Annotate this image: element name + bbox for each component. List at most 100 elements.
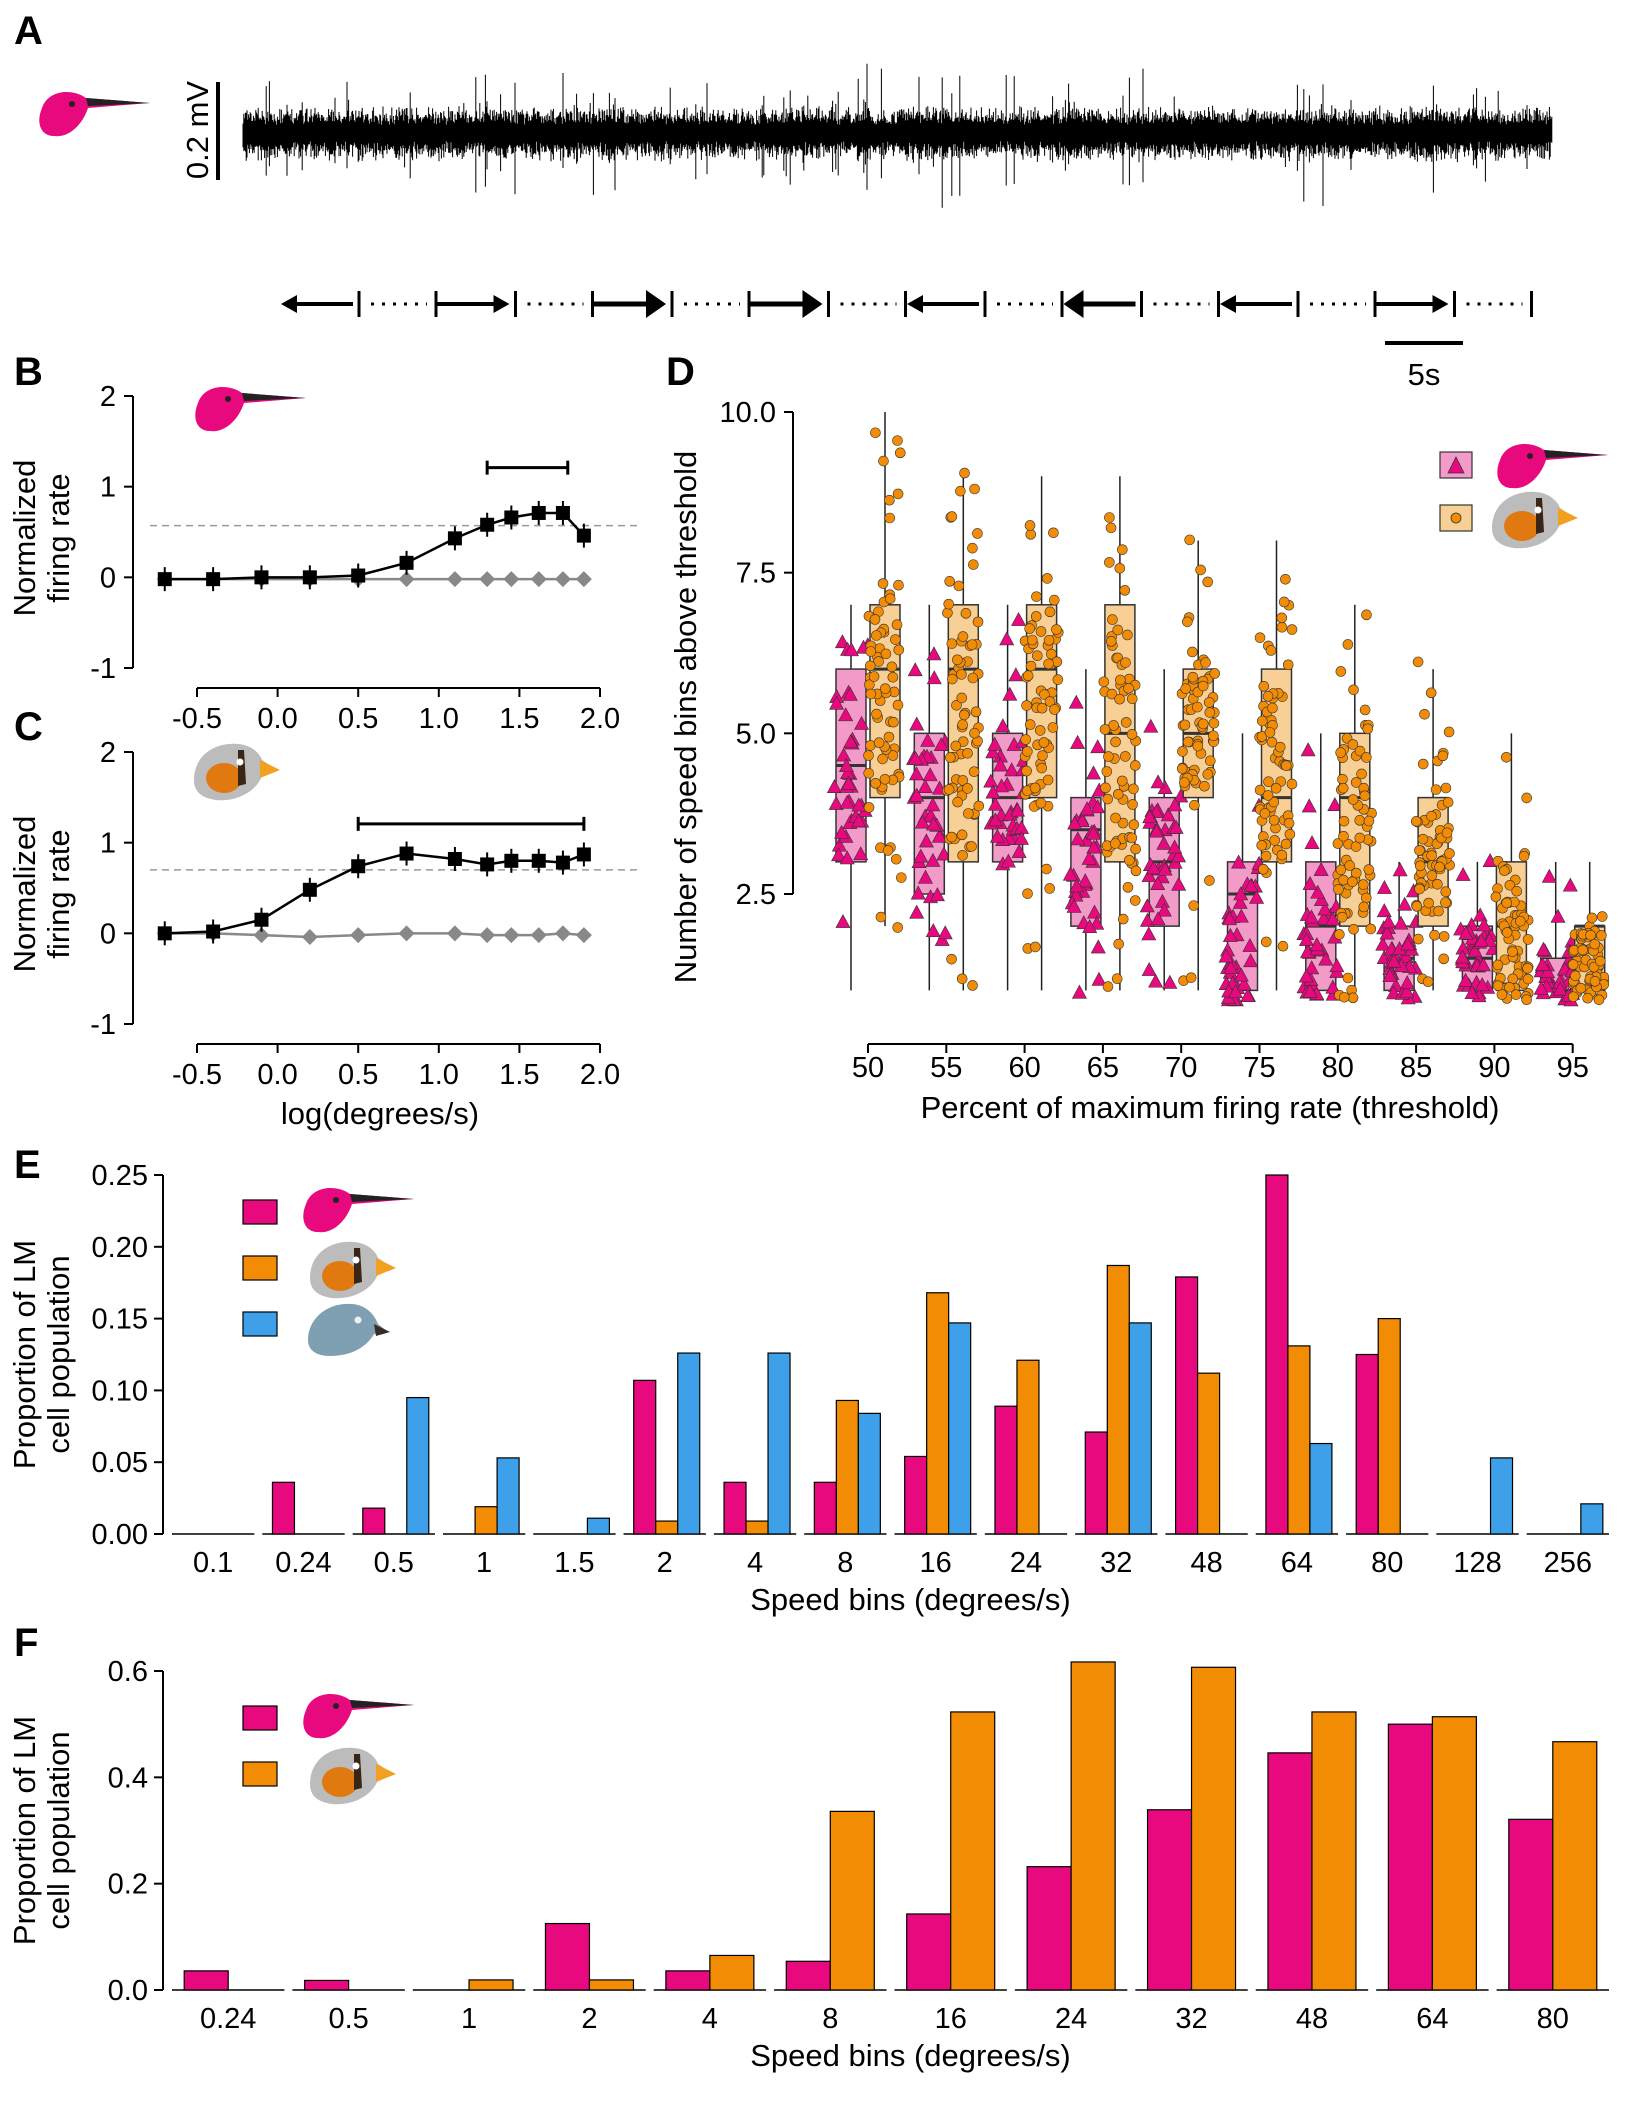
bar-finch — [468, 1979, 514, 1991]
data-point — [1280, 573, 1291, 585]
data-point — [1146, 860, 1162, 875]
data-point — [1501, 751, 1512, 763]
data-point — [1026, 634, 1038, 646]
preferred-direction-point — [576, 528, 591, 543]
data-point — [1222, 911, 1238, 926]
data-point — [1335, 747, 1346, 758]
bar-pigeon — [948, 1322, 972, 1535]
data-point — [1090, 939, 1106, 954]
data-point — [1081, 850, 1097, 865]
bar-hummingbird — [1387, 1723, 1433, 1991]
legend-swatch-finch — [242, 1255, 278, 1281]
data-point — [1021, 700, 1032, 711]
x-tick-label: 95 — [1557, 1052, 1589, 1084]
data-point — [1393, 915, 1409, 930]
data-point — [883, 731, 895, 743]
data-point — [987, 812, 1003, 827]
data-point — [1595, 955, 1606, 967]
data-point — [1392, 862, 1408, 877]
data-point — [1168, 819, 1184, 834]
bar-hummingbird — [723, 1481, 747, 1535]
data-point — [1274, 741, 1286, 753]
data-point — [1182, 616, 1193, 628]
data-point — [995, 718, 1011, 733]
data-point — [1115, 674, 1126, 686]
data-point — [843, 734, 859, 749]
preferred-direction-point — [447, 531, 462, 546]
bar-pigeon — [496, 1457, 520, 1535]
data-point — [1195, 564, 1206, 576]
data-point — [1265, 645, 1277, 656]
null-direction-point — [253, 927, 270, 944]
data-point — [1004, 762, 1020, 777]
bar-finch — [1070, 1661, 1116, 1991]
data-point — [1119, 585, 1131, 596]
data-point — [1301, 798, 1317, 813]
data-point — [1030, 611, 1042, 622]
data-point — [909, 904, 925, 919]
data-point — [1102, 981, 1114, 992]
data-point — [1310, 884, 1326, 899]
bar-finch — [926, 1292, 950, 1535]
data-point — [969, 727, 980, 739]
bar-hummingbird — [1267, 1752, 1313, 1991]
data-point — [892, 699, 904, 711]
y-tick-label: 0 — [100, 918, 116, 950]
data-point — [1437, 750, 1449, 762]
data-point — [864, 660, 876, 672]
data-point — [1300, 742, 1316, 757]
null-direction-point — [446, 571, 463, 588]
data-point — [1192, 740, 1204, 752]
data-point — [853, 846, 869, 861]
data-point — [918, 869, 934, 884]
bar-finch — [709, 1954, 755, 1991]
data-point — [1208, 717, 1220, 729]
data-point — [1511, 885, 1523, 897]
data-point — [1269, 835, 1280, 846]
x-tick-label: 1.5 — [499, 1059, 539, 1091]
stimulus-sequence — [281, 290, 1533, 318]
bar-hummingbird — [1355, 1353, 1379, 1535]
data-point — [1189, 799, 1200, 811]
data-point — [999, 631, 1015, 646]
data-point — [1585, 929, 1596, 941]
data-point — [1515, 915, 1526, 927]
panel-label-b: B — [14, 350, 43, 394]
data-point — [1109, 838, 1121, 849]
data-point — [1022, 888, 1033, 899]
data-point — [950, 740, 962, 752]
panel-d-speed-bins-boxplot: 2.5 5.0 7.5 10.0 Number of speed bins above … — [668, 397, 1610, 1125]
data-point — [1359, 704, 1371, 716]
y-tick-label: 0.2 — [108, 1869, 148, 1901]
preferred-direction-point — [399, 846, 414, 861]
data-point — [926, 816, 942, 831]
bar-finch — [1196, 1372, 1221, 1535]
data-point — [1410, 816, 1422, 827]
data-point — [1037, 750, 1048, 761]
x-tick-label: 65 — [1087, 1052, 1119, 1084]
data-point — [1313, 861, 1329, 876]
data-point — [1458, 925, 1474, 940]
data-point — [1338, 874, 1349, 886]
bar-finch — [745, 1520, 769, 1535]
data-point — [957, 631, 969, 642]
data-point — [1430, 784, 1442, 795]
data-point — [1141, 926, 1157, 941]
data-point — [1228, 984, 1244, 999]
data-point — [1358, 901, 1370, 913]
data-point — [1126, 693, 1138, 705]
data-point — [1090, 739, 1106, 754]
data-point — [1552, 981, 1568, 996]
data-point — [870, 427, 881, 439]
bar-hummingbird — [1508, 1818, 1554, 1991]
data-point — [1337, 773, 1348, 785]
data-point — [1533, 980, 1549, 995]
data-point — [1011, 611, 1027, 626]
data-point — [839, 794, 855, 809]
data-point — [1313, 891, 1329, 906]
data-point — [1475, 957, 1491, 972]
data-point — [1276, 612, 1288, 624]
data-point — [887, 750, 899, 761]
x-tick-label: 1.5 — [554, 1547, 594, 1579]
data-point — [1101, 766, 1113, 777]
